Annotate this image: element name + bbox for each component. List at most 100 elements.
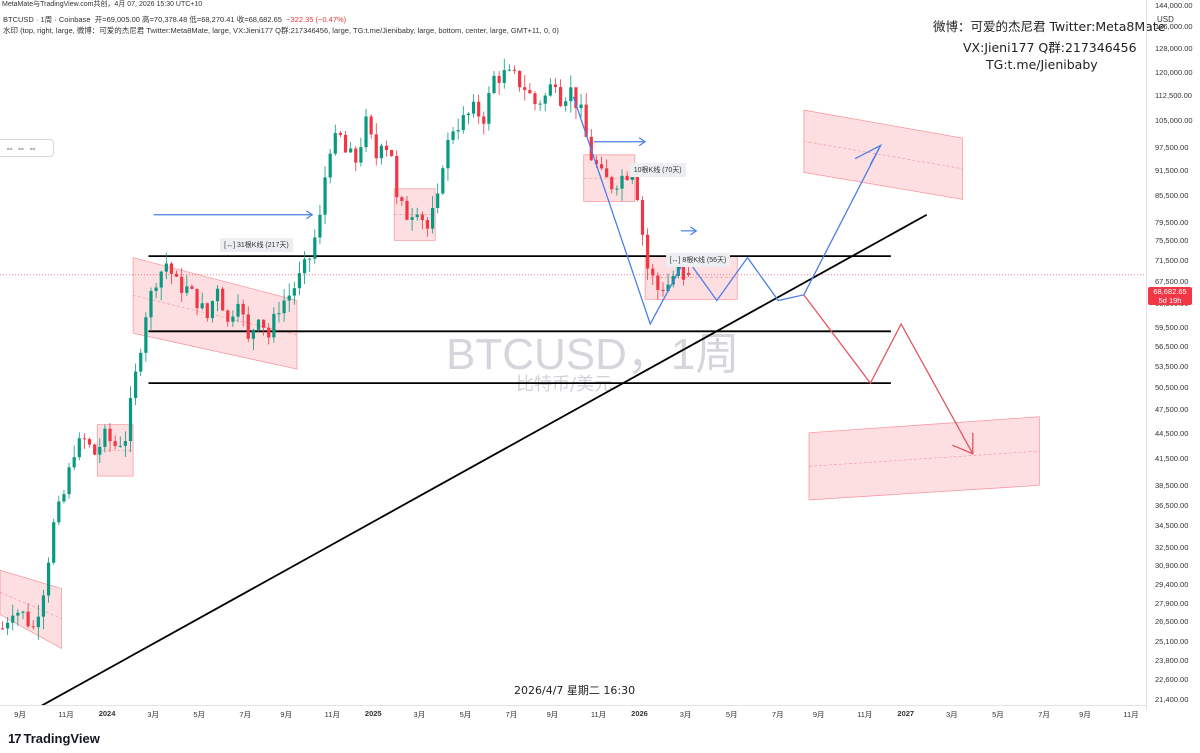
candle-body bbox=[52, 522, 56, 563]
candle-body bbox=[139, 352, 143, 372]
candle-body bbox=[297, 273, 302, 289]
candle-body bbox=[277, 313, 281, 315]
chart-controls-button[interactable]: ⇔ ⇔ ⇔ bbox=[0, 139, 54, 157]
time-tick-label: 9月 bbox=[812, 710, 825, 719]
price-tick-label: 21,400.00 bbox=[1155, 695, 1189, 705]
candle-body bbox=[190, 286, 194, 289]
candle-body bbox=[635, 174, 639, 201]
time-tick-label: 7月 bbox=[239, 710, 252, 719]
candle-body bbox=[425, 220, 430, 229]
time-tick-label: 11月 bbox=[1123, 710, 1139, 719]
candle-body bbox=[681, 262, 686, 280]
candle-body bbox=[236, 303, 240, 317]
candle-body bbox=[123, 441, 127, 446]
measure-arrowhead-1 bbox=[638, 137, 647, 147]
candle-body bbox=[272, 313, 276, 338]
candle-body bbox=[630, 174, 634, 180]
candle-body bbox=[354, 148, 358, 163]
price-tick-label: 59,500.00 bbox=[1155, 323, 1189, 332]
zone-descending-channel-2024 bbox=[132, 257, 298, 370]
price-tick-label: 112,500.00 bbox=[1155, 91, 1192, 101]
candle-body bbox=[221, 288, 225, 311]
candle-body bbox=[46, 562, 51, 596]
candle-body bbox=[164, 263, 168, 272]
candle-body bbox=[436, 193, 440, 209]
price-tick-label: 105,000.00 bbox=[1155, 116, 1193, 126]
time-tick-label: 3月 bbox=[413, 710, 426, 719]
candle-body bbox=[492, 75, 496, 93]
zone-consolidation-2025-a bbox=[393, 188, 436, 241]
candle-body bbox=[451, 131, 455, 140]
price-tick-label: 44,500.00 bbox=[1155, 428, 1189, 438]
candle-body bbox=[661, 289, 665, 292]
candle-body bbox=[512, 69, 517, 71]
candle-body bbox=[134, 371, 138, 399]
price-axis[interactable] bbox=[1146, 0, 1200, 710]
time-axis[interactable] bbox=[0, 705, 1146, 724]
time-tick-label: 2025 bbox=[364, 709, 382, 718]
projection-down-path bbox=[803, 294, 974, 455]
candle-body bbox=[620, 175, 624, 189]
price-tick-label: 128,000.00 bbox=[1155, 44, 1193, 54]
candle-body bbox=[574, 87, 578, 109]
candle-body bbox=[666, 284, 670, 292]
candle-body bbox=[333, 132, 337, 154]
candle-body bbox=[553, 84, 558, 88]
candle-body bbox=[67, 467, 71, 495]
candle-body bbox=[103, 428, 107, 447]
zone-mid-consolidation-2023 bbox=[0, 592, 62, 619]
candle-body bbox=[6, 622, 10, 629]
candle-body bbox=[579, 104, 583, 109]
candle-body bbox=[231, 316, 235, 322]
candle-body bbox=[241, 303, 245, 315]
price-tick-label: 136,000.00 bbox=[1155, 22, 1193, 32]
candle-body bbox=[395, 156, 399, 198]
candle-body bbox=[128, 398, 133, 442]
center-watermark-sub: 比特币/美元 bbox=[516, 374, 613, 395]
candle-body bbox=[210, 301, 215, 319]
candle-body bbox=[282, 300, 286, 314]
candle-body bbox=[477, 101, 481, 117]
time-tick-label: 11月 bbox=[58, 710, 74, 719]
controls-icons: ⇔ ⇔ ⇔ bbox=[5, 143, 38, 153]
candle-body bbox=[108, 428, 112, 442]
tradingview-logo[interactable]: 17 TradingView bbox=[8, 731, 100, 746]
price-tick-label: 47,500.00 bbox=[1155, 404, 1189, 414]
price-tick-label: 120,000.00 bbox=[1155, 67, 1193, 77]
price-tick-label: 34,500.00 bbox=[1155, 521, 1189, 531]
candle-body bbox=[328, 153, 332, 178]
candle-body bbox=[31, 626, 35, 628]
candle-body bbox=[482, 116, 486, 124]
candle-body bbox=[410, 217, 414, 220]
time-tick-label: 3月 bbox=[147, 710, 159, 719]
candle-body bbox=[118, 445, 122, 447]
candle-body bbox=[625, 175, 629, 180]
time-tick-label: 2026 bbox=[631, 709, 648, 718]
candle-body bbox=[16, 612, 20, 616]
measure-arrowhead-2 bbox=[689, 226, 698, 236]
candle-body bbox=[415, 214, 419, 218]
candle-body bbox=[487, 92, 491, 124]
candle-body bbox=[538, 103, 542, 105]
time-tick-label: 2027 bbox=[897, 709, 915, 718]
price-tick-label: 32,500.00 bbox=[1155, 543, 1189, 553]
candle-body bbox=[57, 501, 61, 523]
candle-body bbox=[256, 319, 261, 330]
zone-mid-target-up bbox=[803, 140, 963, 170]
candle-body bbox=[343, 134, 348, 153]
candle-body bbox=[323, 177, 327, 215]
projection-up-arrowhead bbox=[854, 143, 883, 165]
candle-body bbox=[420, 214, 424, 221]
price-tick-label: 71,500.00 bbox=[1155, 256, 1189, 266]
candle-body bbox=[548, 84, 552, 96]
candle-body bbox=[144, 317, 148, 353]
projection-down-arrowhead bbox=[952, 432, 974, 455]
candle-body bbox=[599, 164, 604, 169]
candle-body bbox=[374, 134, 378, 159]
price-tick-label: 67,500.00 bbox=[1155, 277, 1189, 287]
price-chart[interactable] bbox=[0, 0, 1146, 705]
candle-body bbox=[215, 288, 220, 302]
candle-body bbox=[82, 438, 87, 440]
current-price-badge: 68,682.65 5d 19h bbox=[1148, 287, 1192, 305]
candle-body bbox=[610, 177, 614, 190]
